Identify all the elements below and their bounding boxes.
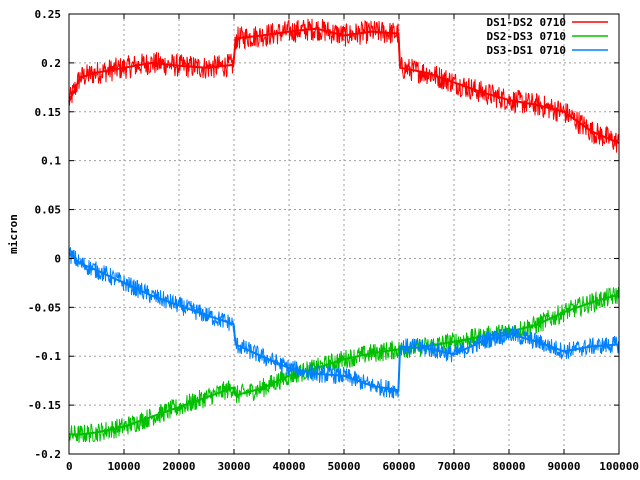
legend-label: DS3-DS1 0710: [487, 44, 566, 57]
series-layer: [68, 18, 620, 443]
y-tick-label: 0.15: [35, 106, 62, 119]
x-tick-label: 60000: [382, 460, 415, 473]
x-tick-label: 100000: [599, 460, 639, 473]
x-tick-label: 50000: [327, 460, 360, 473]
y-tick-label: 0.05: [35, 204, 62, 217]
y-tick-label: 0.1: [41, 155, 61, 168]
legend-label: DS2-DS3 0710: [487, 30, 566, 43]
y-tick-label: 0.25: [35, 8, 62, 21]
x-tick-label: 80000: [492, 460, 525, 473]
x-tick-label: 90000: [547, 460, 580, 473]
ticks: 0 10000 20000 30000 40000 50000 60000 70000 8000…: [28, 8, 639, 473]
series-noise-trace: [68, 287, 620, 443]
x-tick-label: 40000: [272, 460, 305, 473]
series-noise-trace: [68, 247, 620, 399]
y-tick-label: 0.2: [41, 57, 61, 70]
x-tick-label: 10000: [107, 460, 140, 473]
series-line: [68, 252, 620, 392]
x-tick-label: 70000: [437, 460, 470, 473]
y-tick-label: 0: [54, 252, 61, 265]
y-tick-label: -0.05: [28, 301, 61, 314]
x-tick-label: 0: [66, 460, 73, 473]
legend-label: DS1-DS2 0710: [487, 16, 566, 29]
series-line: [68, 27, 620, 145]
x-tick-label: 20000: [162, 460, 195, 473]
y-axis-label: micron: [7, 214, 20, 254]
y-tick-label: -0.1: [35, 350, 62, 363]
series-line: [69, 293, 620, 436]
y-tick-label: -0.15: [28, 399, 61, 412]
x-tick-label: 30000: [217, 460, 250, 473]
y-tick-label: -0.2: [35, 448, 62, 461]
series-noise-trace: [68, 18, 620, 153]
